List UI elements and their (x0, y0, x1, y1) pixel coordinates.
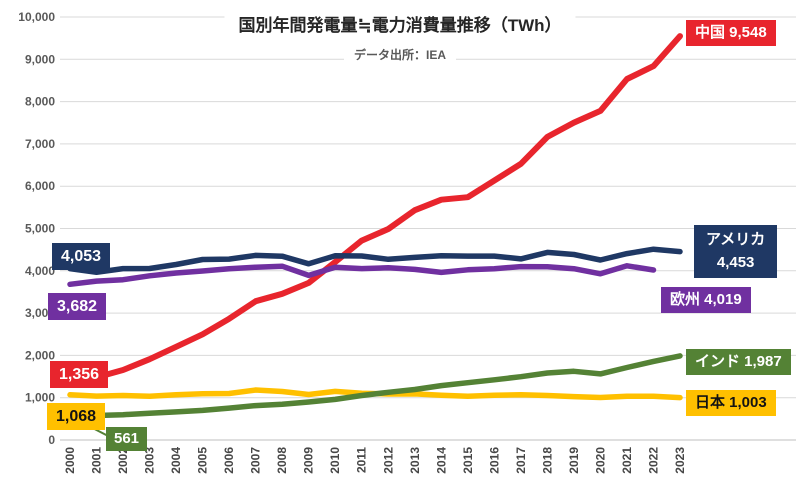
x-tick-label: 2012 (381, 447, 395, 474)
x-tick-label: 2006 (222, 447, 236, 474)
japan-start-value-badge: 1,068 (47, 403, 106, 431)
x-tick-label: 2013 (408, 447, 422, 474)
x-tick-label: 2005 (196, 447, 210, 474)
y-tick-label: 1,000 (25, 391, 55, 405)
y-tick-label: 0 (48, 433, 55, 447)
x-tick-label: 2001 (90, 447, 104, 474)
series-line-インド (67, 353, 683, 420)
x-tick-label: 2011 (355, 447, 369, 473)
y-tick-label: 4,000 (25, 264, 55, 278)
x-tick-label: 2022 (647, 447, 661, 474)
y-tick-label: 9,000 (25, 52, 55, 66)
y-tick-label: 5,000 (25, 222, 55, 236)
x-tick-label: 2018 (540, 447, 554, 474)
x-tick-label: 2014 (434, 447, 448, 474)
x-tick-label: 2002 (116, 447, 130, 474)
x-tick-label: 2016 (487, 447, 501, 474)
usa-start-value-badge: 4,053 (52, 243, 111, 271)
y-tick-label: 3,000 (25, 306, 55, 320)
usa-end-label-name: アメリカ (706, 231, 766, 248)
china-end-label-badge: 中国 9,548 (686, 20, 776, 46)
chart-title: 国別年間発電量≒電力消費量推移（TWh） (224, 11, 576, 36)
series-line-欧州 (67, 263, 657, 288)
series-line-アメリカ (67, 246, 683, 276)
y-tick-label: 8,000 (25, 95, 55, 109)
x-tick-label: 2003 (143, 447, 157, 474)
chart-subtitle: データ出所：IEA (343, 46, 457, 63)
series-line-中国 (67, 33, 683, 386)
x-tick-label: 2007 (249, 447, 263, 474)
japan-end-label-badge: 日本 1,003 (686, 390, 776, 416)
china-start-value-badge: 1,356 (50, 361, 109, 389)
usa-end-label-value: 4,453 (716, 254, 755, 272)
x-tick-label: 2019 (567, 447, 581, 474)
europe-end-label-badge: 欧州 4,019 (661, 287, 751, 313)
x-tick-label: 2017 (514, 447, 528, 474)
x-tick-label: 2009 (302, 447, 316, 474)
x-tick-label: 2000 (63, 447, 77, 474)
y-tick-label: 10,000 (18, 10, 55, 24)
x-tick-label: 2004 (169, 447, 183, 474)
x-tick-label: 2023 (673, 447, 687, 474)
x-tick-label: 2010 (328, 447, 342, 474)
x-tick-label: 2021 (620, 447, 634, 474)
x-tick-label: 2020 (593, 447, 607, 474)
europe-start-value-badge: 3,682 (48, 293, 107, 321)
x-tick-label: 2015 (461, 447, 475, 474)
india-start-value-badge: 561 (106, 427, 148, 451)
x-tick-label: 2008 (275, 447, 289, 474)
y-tick-label: 6,000 (25, 179, 55, 193)
usa-end-label-badge: アメリカ 4,453 (694, 225, 778, 278)
y-tick-label: 2,000 (25, 348, 55, 362)
y-tick-label: 7,000 (25, 137, 55, 151)
india-end-label-badge: インド 1,987 (686, 349, 791, 375)
